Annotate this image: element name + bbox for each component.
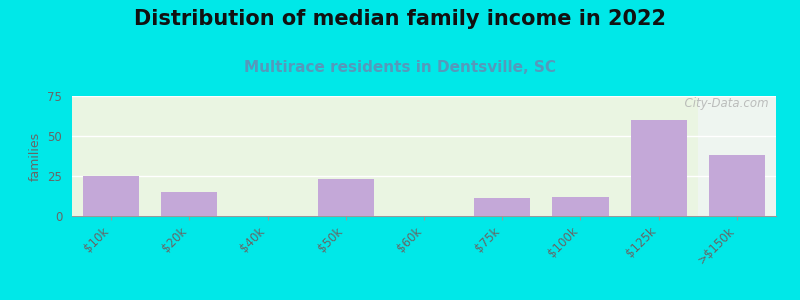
Bar [72,96,698,216]
Bar [83,176,139,216]
Text: Distribution of median family income in 2022: Distribution of median family income in … [134,9,666,29]
Text: Multirace residents in Dentsville, SC: Multirace residents in Dentsville, SC [244,60,556,75]
Bar [318,179,374,216]
Bar [630,120,687,216]
Bar [709,155,765,216]
Bar [552,197,609,216]
Y-axis label: families: families [29,131,42,181]
Bar [474,198,530,216]
Text: City-Data.com: City-Data.com [678,97,769,110]
Bar [698,96,776,216]
Bar [161,192,218,216]
